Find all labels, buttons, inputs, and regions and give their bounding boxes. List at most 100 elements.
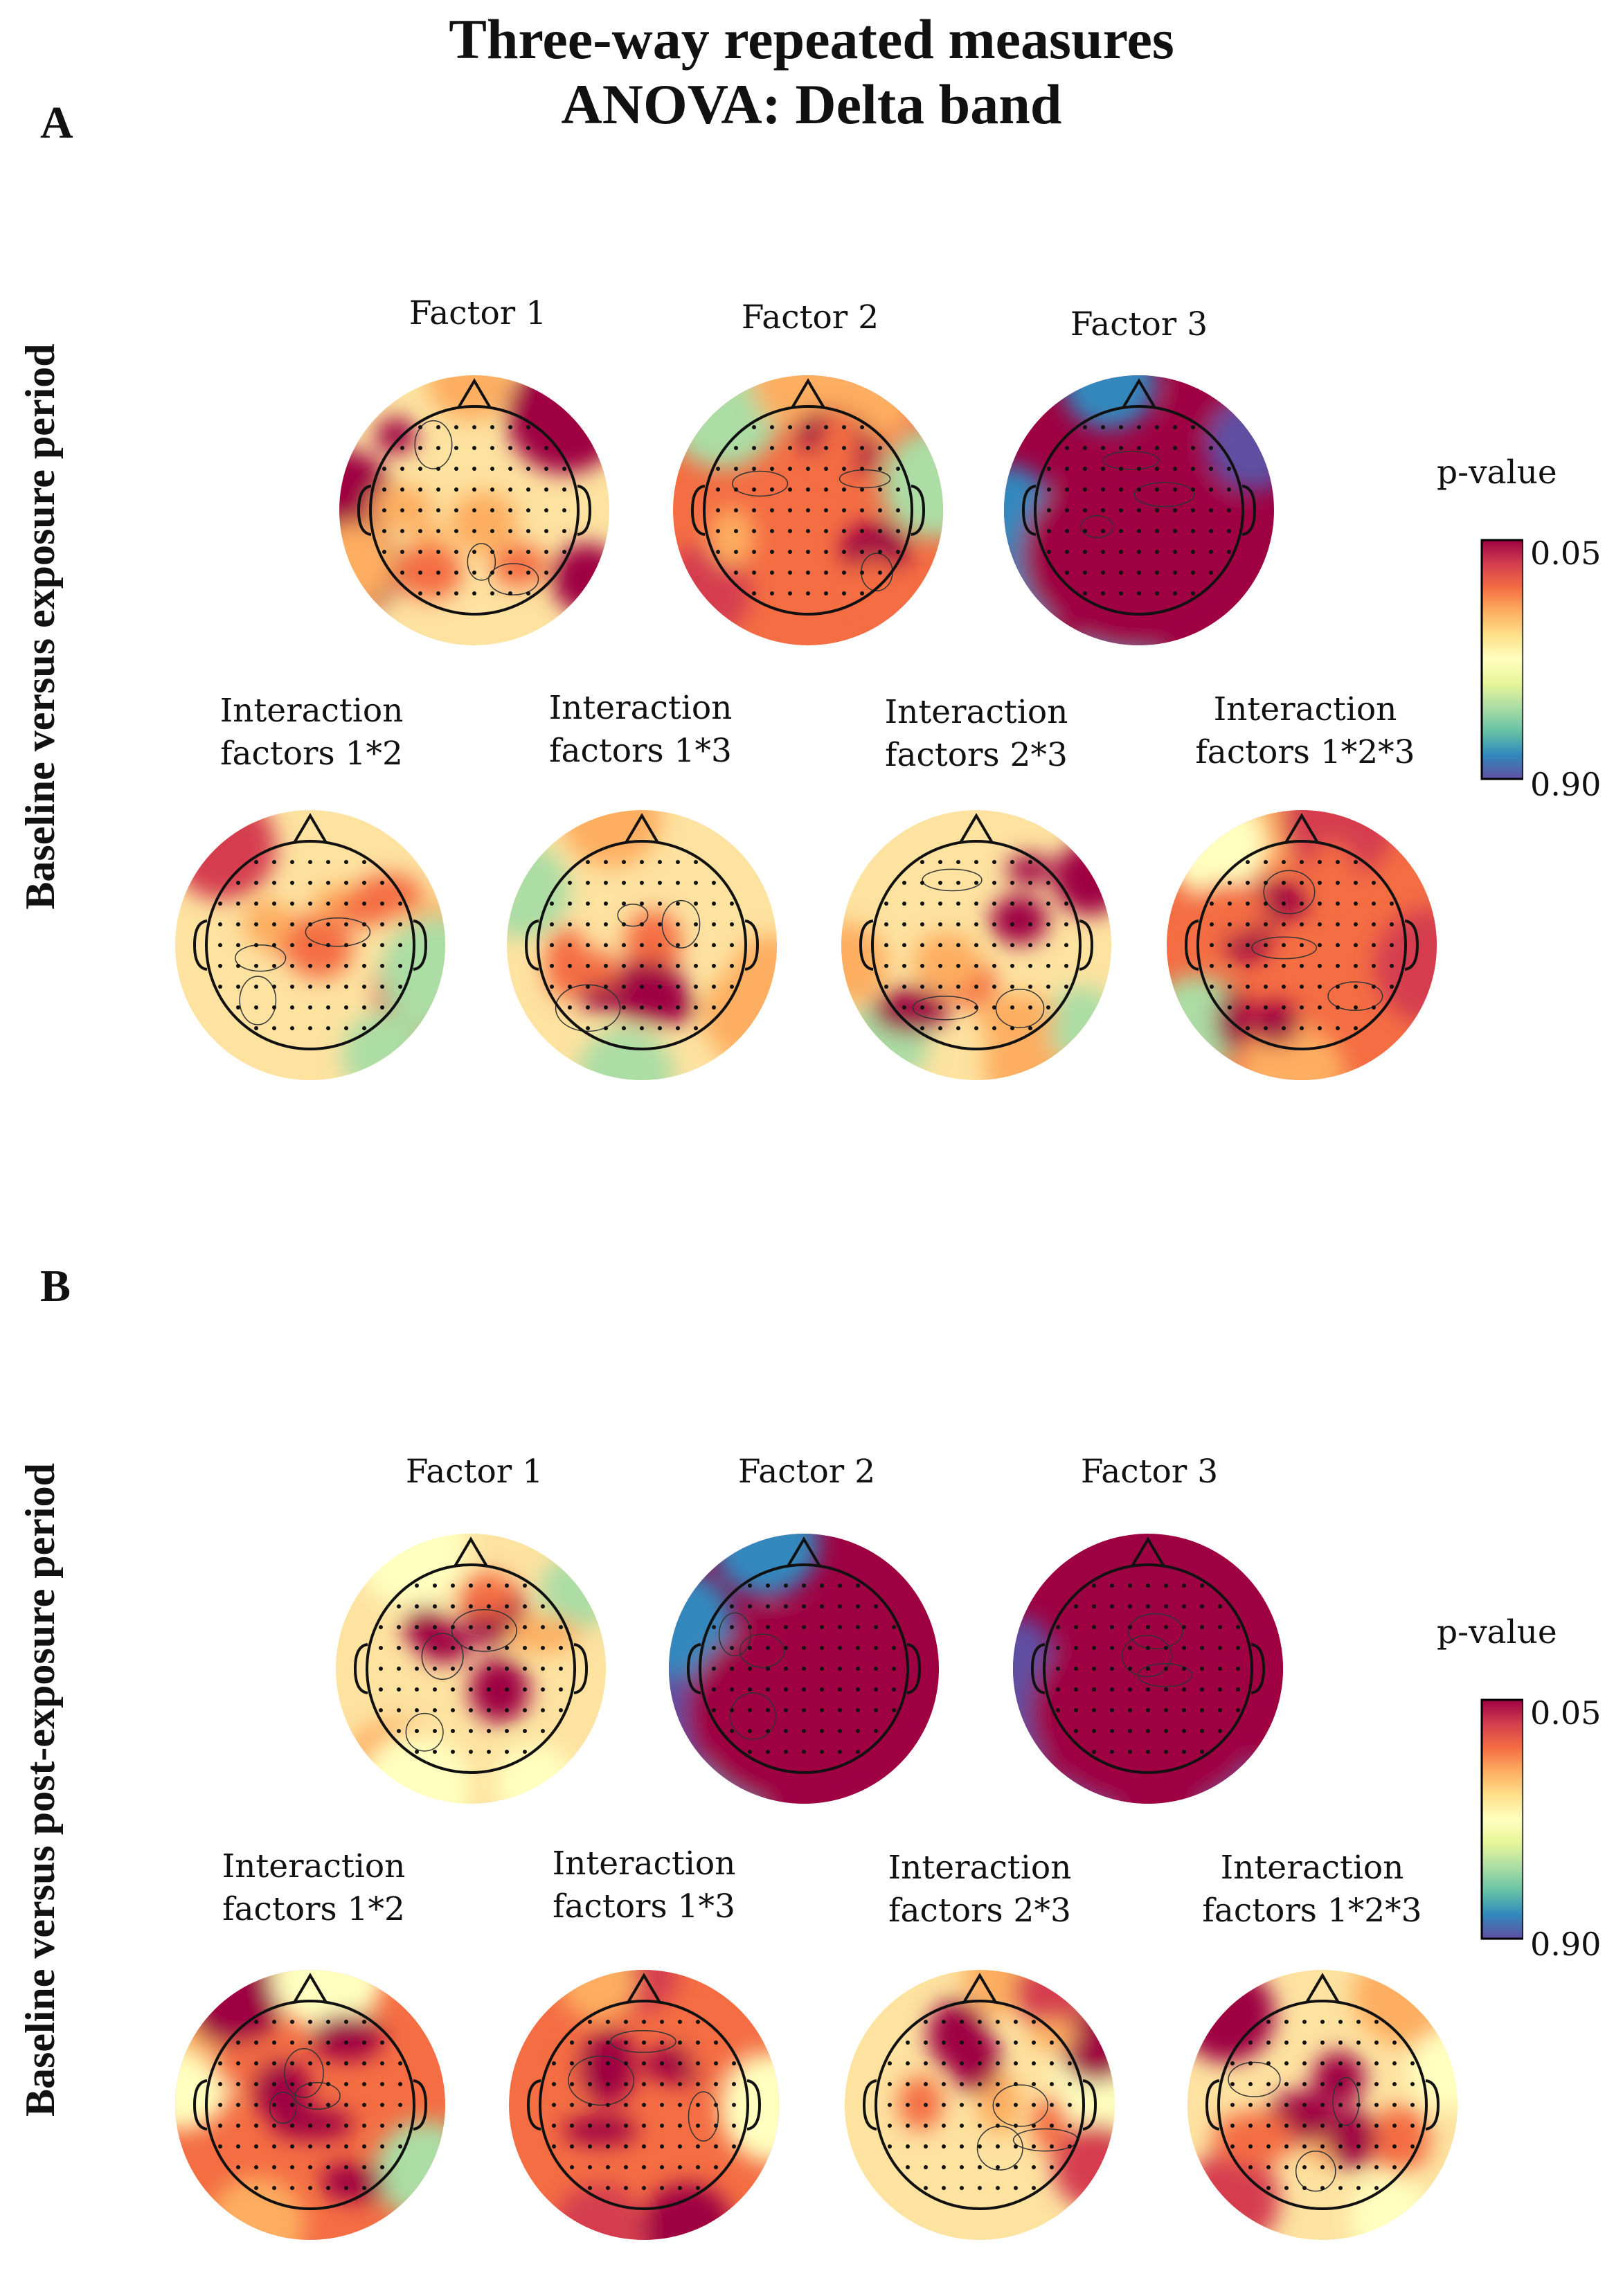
electrode-dot: [326, 2186, 330, 2190]
electrode-dot: [1282, 902, 1286, 906]
head-outline: [703, 405, 913, 616]
electrode-dot: [716, 467, 720, 471]
electrode-dot: [487, 1584, 491, 1588]
electrode-dot: [938, 985, 942, 989]
electrode-dot: [454, 529, 458, 533]
electrode-dot: [974, 902, 978, 906]
electrode-dot: [640, 943, 644, 947]
topomap-significance-patch: [1191, 881, 1268, 936]
electrode-dot: [1210, 964, 1214, 968]
electrode-dot: [770, 508, 774, 512]
electrode-dot: [1046, 922, 1050, 926]
electrode-dot: [860, 529, 864, 533]
electrode-dot: [788, 571, 792, 575]
electrode-dot: [550, 902, 554, 906]
electrode-dot: [308, 902, 312, 906]
electrode-dot: [236, 1005, 240, 1010]
topomap-contour: [688, 2091, 719, 2142]
electrode-dot: [770, 425, 774, 429]
electrode-dot: [570, 2144, 574, 2149]
electrode-dot: [490, 591, 494, 595]
electrode-dot: [714, 2103, 718, 2107]
electrode-dot: [676, 1026, 680, 1030]
electrode-dot: [1146, 1667, 1150, 1671]
electrode-dot: [820, 1667, 824, 1671]
electrode-dot: [1155, 591, 1159, 595]
electrode-dot: [472, 425, 476, 429]
electrode-dot: [526, 550, 530, 554]
electrode-dot: [1110, 1687, 1114, 1692]
electrode-dot: [562, 487, 566, 492]
electrode-dot: [344, 2186, 348, 2190]
electrode-dot: [562, 467, 566, 471]
nose-marker: [1284, 813, 1319, 844]
electrode-dot: [236, 2061, 240, 2065]
electrode-dot: [344, 860, 348, 864]
electrode-dot: [1047, 508, 1051, 512]
electrode-dot: [1302, 2124, 1307, 2128]
electrode-dot: [236, 2082, 240, 2086]
electrode-dot: [978, 2041, 982, 2045]
electrode-dot: [956, 1005, 960, 1010]
electrode-dot: [788, 487, 792, 492]
electrode-dot: [398, 2061, 402, 2065]
electrode-dot: [1372, 964, 1376, 968]
electrode-dot: [696, 2082, 700, 2086]
electrode-dot: [938, 964, 942, 968]
colorbar-b: [1480, 1698, 1523, 1940]
electrode-dot: [716, 487, 720, 492]
electrode-dot: [676, 902, 680, 906]
electrode-dot: [920, 964, 924, 968]
electrode-dot: [451, 1667, 455, 1671]
electrode-dot: [1246, 922, 1250, 926]
electrode-dot: [436, 571, 440, 575]
electrode-dot: [1338, 2041, 1343, 2045]
electrode-dot: [1056, 1646, 1060, 1650]
topomap-contour: [976, 2126, 1023, 2171]
electrode-dot: [254, 881, 258, 885]
electrode-dot: [856, 1604, 860, 1608]
electrode-dot: [469, 1625, 473, 1629]
electrode-dot: [454, 550, 458, 554]
electrode-dot: [362, 2103, 366, 2107]
electrode-dot: [624, 2020, 628, 2024]
electrode-dot: [1300, 1005, 1304, 1010]
electrode-dot: [942, 2124, 946, 2128]
topomap-rim-patch: [1238, 1023, 1346, 1080]
electrode-dot: [960, 2041, 964, 2045]
electrode-dot: [586, 1026, 590, 1030]
row-label-baseline-vs-post-exposure: Baseline versus post-exposure period: [17, 1463, 63, 2117]
electrode-dot: [1191, 446, 1195, 450]
electrode-dot: [1336, 860, 1340, 864]
electrode-dot: [642, 2082, 646, 2086]
electrode-dot: [748, 1750, 752, 1754]
electrode-dot: [1264, 881, 1268, 885]
electrode-dot: [1300, 943, 1304, 947]
electrode-dot: [523, 1687, 527, 1692]
electrode-dot: [1083, 446, 1087, 450]
electrode-dot: [842, 571, 846, 575]
electrode-dot: [290, 2186, 294, 2190]
electrode-dot: [748, 1604, 752, 1608]
electrode-dot: [1128, 1646, 1132, 1650]
electrode-dot: [604, 1005, 608, 1010]
left-ear: [690, 485, 706, 536]
electrode-dot: [1354, 985, 1358, 989]
electrode-dot: [472, 467, 476, 471]
electrode-dot: [1155, 425, 1159, 429]
electrode-dot: [1338, 2124, 1343, 2128]
electrode-dot: [1014, 2165, 1018, 2169]
topomap-rim-patch: [712, 1534, 820, 1597]
electrode-dot: [716, 529, 720, 533]
electrode-dot: [379, 1708, 383, 1712]
electrode-dot: [326, 2165, 330, 2169]
electrode-dot: [1092, 1708, 1096, 1712]
electrode-dot: [606, 2144, 610, 2149]
electrode-dot: [1137, 571, 1141, 575]
electrode-dot: [326, 1005, 330, 1010]
topomap-significance-patch: [898, 2076, 943, 2131]
electrode-dot: [676, 860, 680, 864]
topomap-contour: [718, 1612, 751, 1657]
electrode-dot: [752, 591, 756, 595]
right-ear: [577, 485, 592, 536]
